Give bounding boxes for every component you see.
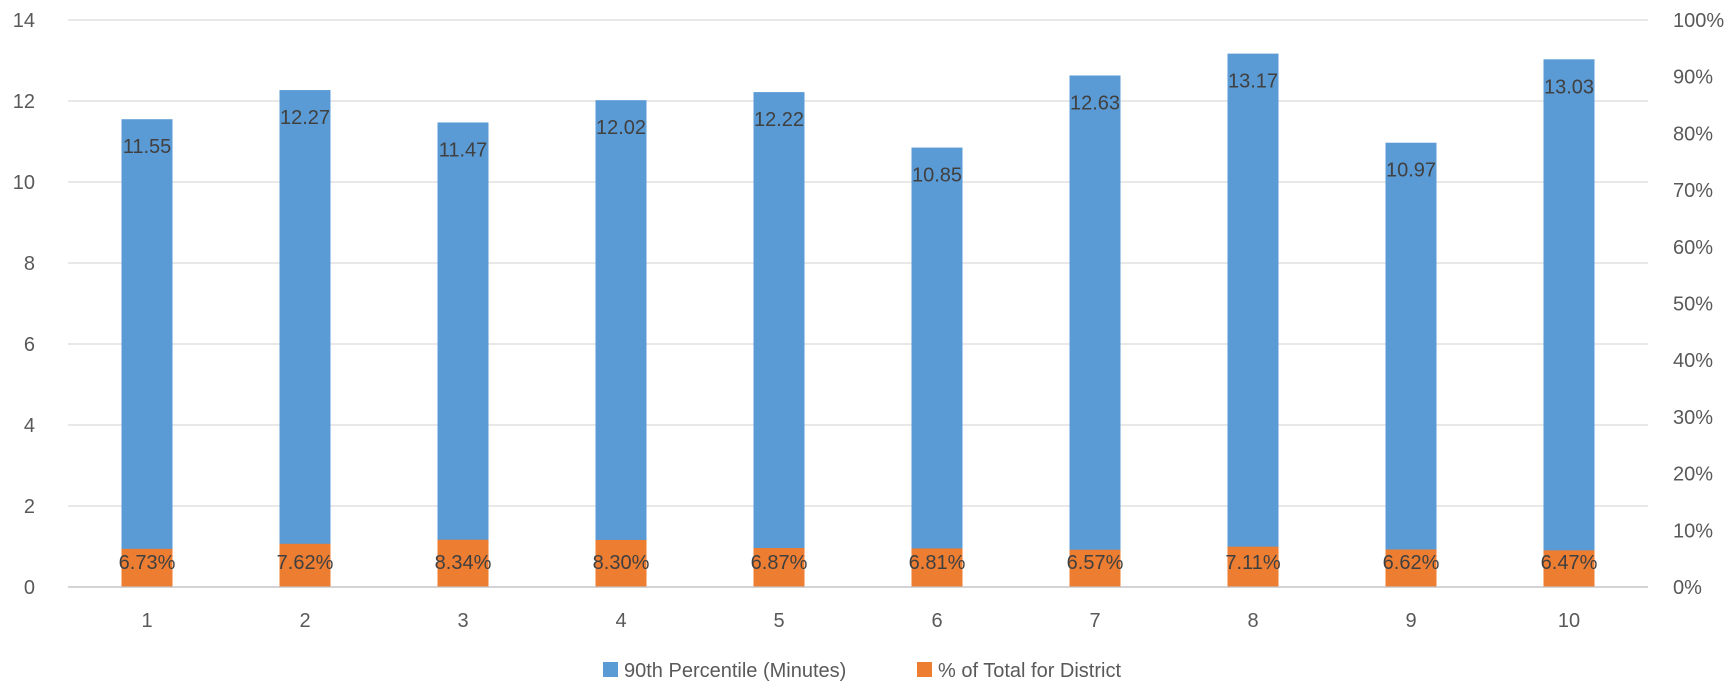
data-label-series-1: 10.97 <box>1386 160 1436 182</box>
bar-series-1 <box>911 147 963 587</box>
y-right-tick-label: 0% <box>1673 577 1702 599</box>
x-tick-label: 4 <box>615 610 626 632</box>
x-tick-label: 5 <box>773 610 784 632</box>
y-right-tick-label: 100% <box>1673 10 1724 32</box>
bar-series-1 <box>1069 75 1121 588</box>
y-left-tick-label: 6 <box>24 334 35 356</box>
data-label-series-2: 8.30% <box>593 552 650 574</box>
bar-series-2 <box>1227 546 1279 587</box>
x-tick-label: 10 <box>1558 610 1580 632</box>
bar-series-2 <box>753 548 805 587</box>
bar-series-1 <box>595 100 647 587</box>
data-label-series-2: 7.62% <box>277 552 334 574</box>
y-right-tick-label: 20% <box>1673 464 1713 486</box>
data-label-series-2: 6.73% <box>119 552 176 574</box>
x-tick-label: 6 <box>931 610 942 632</box>
left-axis: 0 2 4 6 8 10 12 14 <box>13 10 35 599</box>
bar-series-1 <box>1227 53 1279 588</box>
bar-series-1 <box>279 90 331 587</box>
legend-swatch-series-1 <box>603 662 618 677</box>
data-label-series-2: 6.87% <box>751 552 808 574</box>
y-right-tick-label: 80% <box>1673 123 1713 145</box>
bar-series-2 <box>1385 549 1437 587</box>
data-label-series-1: 11.55 <box>123 136 172 158</box>
x-axis: 1 2 3 4 5 6 7 8 9 10 <box>68 586 1648 632</box>
bar-series-2 <box>911 548 963 587</box>
data-label-series-1: 12.27 <box>280 107 330 129</box>
y-left-tick-label: 4 <box>24 415 35 437</box>
y-right-tick-label: 40% <box>1673 350 1713 372</box>
gridlines <box>68 19 1648 588</box>
data-label-series-1: 12.63 <box>1070 92 1120 114</box>
y-left-tick-label: 14 <box>13 10 35 32</box>
bar-series-2 <box>595 539 647 587</box>
bar-series-2 <box>279 543 331 587</box>
bar-series-1 <box>1543 59 1595 588</box>
x-tick-label: 9 <box>1405 610 1416 632</box>
y-right-tick-label: 30% <box>1673 407 1713 429</box>
x-tick-label: 2 <box>299 610 310 632</box>
legend-swatch-series-2 <box>917 662 932 677</box>
y-right-tick-label: 10% <box>1673 520 1713 542</box>
legend-label-series-2: % of Total for District <box>938 660 1121 682</box>
data-label-series-1: 13.03 <box>1544 76 1594 98</box>
y-right-tick-label: 90% <box>1673 67 1713 89</box>
y-left-tick-label: 0 <box>24 577 35 599</box>
y-left-tick-label: 12 <box>13 91 35 113</box>
data-labels: 11.55 6.73% 12.27 7.62% 11.47 8.34% 12.02 8.30%… <box>119 71 1598 574</box>
bar-series-2 <box>121 548 173 587</box>
bar-series-1 <box>1385 142 1437 587</box>
data-label-series-1: 10.85 <box>912 165 962 187</box>
y-right-tick-label: 50% <box>1673 294 1713 316</box>
data-label-series-1: 12.02 <box>596 117 646 139</box>
bar-series-1 <box>121 119 173 587</box>
data-label-series-2: 6.81% <box>909 552 966 574</box>
data-label-series-2: 6.47% <box>1541 552 1598 574</box>
legend: 90th Percentile (Minutes) % of Total for… <box>603 660 1121 682</box>
bar-series-2 <box>1069 549 1121 587</box>
bar-series-1 <box>753 92 805 587</box>
x-tick-label: 7 <box>1089 610 1100 632</box>
data-label-series-2: 6.62% <box>1383 552 1440 574</box>
data-label-series-1: 13.17 <box>1228 71 1278 93</box>
x-tick-label: 8 <box>1247 610 1258 632</box>
y-right-tick-label: 60% <box>1673 237 1713 259</box>
bars <box>121 53 1595 588</box>
x-tick-label: 1 <box>141 610 152 632</box>
data-label-series-1: 11.47 <box>439 139 488 161</box>
bar-series-1 <box>437 122 489 587</box>
legend-label-series-1: 90th Percentile (Minutes) <box>624 660 846 682</box>
y-left-tick-label: 8 <box>24 253 35 275</box>
y-left-tick-label: 10 <box>13 172 35 194</box>
bar-series-2 <box>437 539 489 587</box>
x-tick-label: 3 <box>457 610 468 632</box>
bar-series-2 <box>1543 550 1595 587</box>
y-right-tick-label: 70% <box>1673 180 1713 202</box>
data-label-series-2: 8.34% <box>435 552 492 574</box>
data-label-series-2: 6.57% <box>1067 552 1124 574</box>
y-left-tick-label: 2 <box>24 496 35 518</box>
data-label-series-2: 7.11% <box>1225 552 1280 574</box>
right-axis: 0% 10% 20% 30% 40% 50% 60% 70% 80% 90% 100% <box>1673 10 1724 599</box>
data-label-series-1: 12.22 <box>754 109 804 131</box>
